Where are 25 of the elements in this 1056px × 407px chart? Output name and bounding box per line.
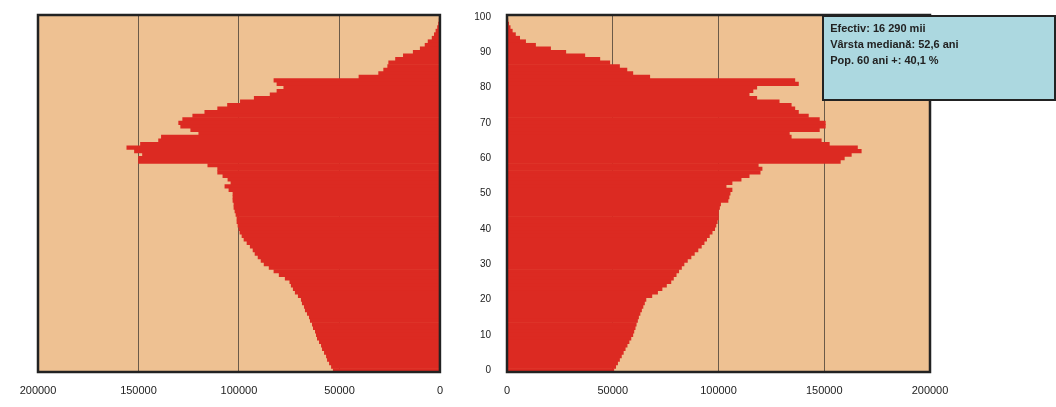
x-tick-label: 0 [503,383,511,396]
x-tick-label: 200000 [911,383,949,396]
x-tick-label: 200000 [19,383,57,396]
y-tick-label: 30 [479,257,492,269]
annotation: Pop. 60 ani +: 40,1 % [830,53,940,68]
y-tick-label: 90 [479,45,492,57]
y-tick-label: 20 [479,293,492,305]
y-tick-label: 50 [479,187,492,199]
y-tick-label: 70 [479,116,492,128]
y-tick-label: 100 [474,10,492,22]
x-tick-label: 100000 [220,383,258,396]
x-tick-label: 150000 [805,383,843,396]
x-tick-label: 150000 [120,383,157,396]
y-tick-label: 0 [485,363,492,375]
x-tick-label: 50000 [597,383,629,396]
annotation: Efectiv: 16 290 mii [830,21,927,36]
x-tick-label: 50000 [324,383,355,396]
x-tick-label: 0 [436,383,443,396]
y-tick-label: 40 [479,222,492,234]
y-tick-label: 10 [479,328,492,340]
y-tick-label: 60 [479,151,492,163]
annotation: Vârsta mediană: 52,6 ani [830,37,960,52]
x-tick-label: 100000 [700,383,737,396]
note-box: Efectiv: 16 290 mii Vârsta mediană: 52,6 ani Pop. 60 ani +: 40,1 % [822,15,1056,101]
y-tick-label: 80 [479,81,492,93]
